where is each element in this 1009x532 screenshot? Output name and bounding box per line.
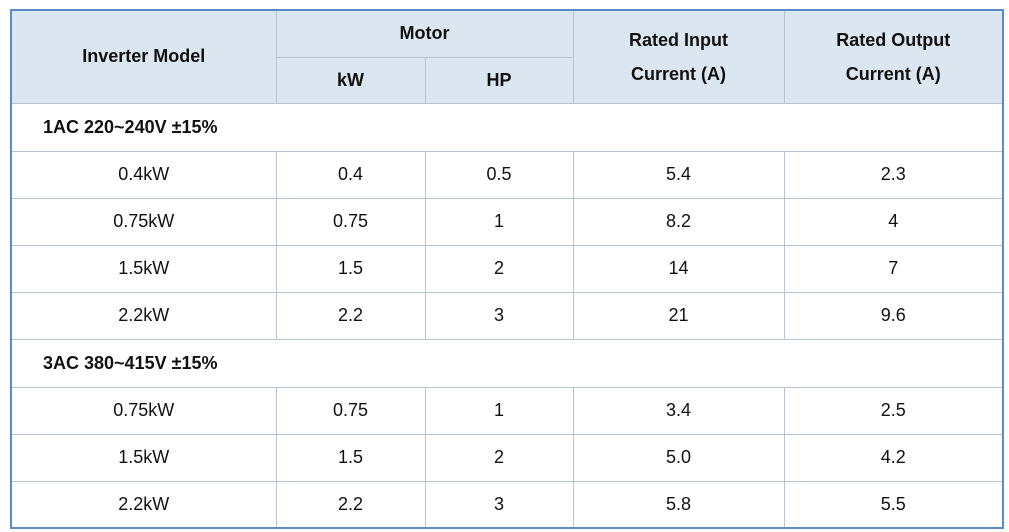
header-line: Rated Output — [836, 29, 951, 50]
data-row: 0.4kW 0.4 0.5 5.4 2.3 — [10, 150, 1004, 199]
data-row: 2.2kW 2.2 3 21 9.6 — [10, 291, 1004, 340]
cell: 0.75 — [275, 197, 426, 246]
cell: 2.2kW — [10, 480, 277, 529]
cell: 0.75kW — [10, 386, 277, 435]
table-body: 1AC 220~240V ±15% 0.4kW 0.4 0.5 5.4 2.3 0.75kW… — [10, 102, 1004, 529]
cell: 0.5 — [424, 150, 574, 199]
cell: 0.75 — [275, 386, 426, 435]
header-line: Rated Input — [629, 29, 728, 50]
spec-table: Inverter Model Motor Rated Input Current… — [10, 9, 1004, 529]
header-cell: HP — [424, 56, 574, 104]
cell: 14 — [572, 244, 785, 293]
cell: 1.5kW — [10, 433, 277, 482]
cell: 7 — [783, 244, 1004, 293]
cell: 5.8 — [572, 480, 785, 529]
cell: 1.5kW — [10, 244, 277, 293]
cell: 3 — [424, 291, 574, 340]
cell: 1 — [424, 386, 574, 435]
cell: 1 — [424, 197, 574, 246]
cell: 2 — [424, 433, 574, 482]
cell: 4.2 — [783, 433, 1004, 482]
data-row: 0.75kW 0.75 1 8.2 4 — [10, 197, 1004, 246]
header-cell: Rated Output Current (A) — [783, 9, 1004, 104]
cell: 3 — [424, 480, 574, 529]
data-row: 0.75kW 0.75 1 3.4 2.5 — [10, 386, 1004, 435]
header-line: Current (A) — [631, 63, 726, 84]
cell: 2.2 — [275, 291, 426, 340]
section-title: 3AC 380~415V ±15% — [10, 338, 1004, 388]
cell: 8.2 — [572, 197, 785, 246]
cell: 2.5 — [783, 386, 1004, 435]
cell: 5.4 — [572, 150, 785, 199]
data-row: 1.5kW 1.5 2 5.0 4.2 — [10, 433, 1004, 482]
header-cell: Motor — [275, 9, 574, 58]
cell: 0.75kW — [10, 197, 277, 246]
cell: 5.0 — [572, 433, 785, 482]
cell: 3.4 — [572, 386, 785, 435]
header-cell: kW — [275, 56, 426, 104]
section-title: 1AC 220~240V ±15% — [10, 102, 1004, 152]
cell: 1.5 — [275, 433, 426, 482]
data-row: 1.5kW 1.5 2 14 7 — [10, 244, 1004, 293]
cell: 21 — [572, 291, 785, 340]
section-row: 3AC 380~415V ±15% — [10, 338, 1004, 388]
section-row: 1AC 220~240V ±15% — [10, 102, 1004, 152]
cell: 9.6 — [783, 291, 1004, 340]
header-cell: Inverter Model — [10, 9, 277, 104]
table-header: Inverter Model Motor Rated Input Current… — [10, 9, 1004, 104]
cell: 5.5 — [783, 480, 1004, 529]
cell: 1.5 — [275, 244, 426, 293]
data-row: 2.2kW 2.2 3 5.8 5.5 — [10, 480, 1004, 529]
cell: 0.4 — [275, 150, 426, 199]
header-line: Current (A) — [845, 63, 941, 84]
header-cell: Rated Input Current (A) — [572, 9, 785, 104]
cell: 0.4kW — [10, 150, 277, 199]
cell: 2.2kW — [10, 291, 277, 340]
cell: 2.2 — [275, 480, 426, 529]
cell: 2 — [424, 244, 574, 293]
cell: 4 — [783, 197, 1004, 246]
cell: 2.3 — [783, 150, 1004, 199]
